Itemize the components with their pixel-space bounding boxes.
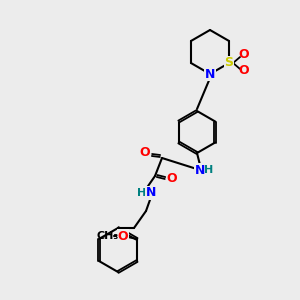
Text: H: H: [204, 165, 214, 175]
Text: H: H: [137, 188, 147, 198]
Text: N: N: [205, 68, 215, 80]
Text: O: O: [118, 230, 128, 242]
Text: N: N: [205, 68, 215, 80]
Text: N: N: [195, 164, 205, 176]
Text: O: O: [167, 172, 177, 184]
Text: O: O: [140, 146, 150, 160]
Text: O: O: [239, 64, 249, 77]
Text: N: N: [146, 187, 156, 200]
Text: O: O: [239, 49, 249, 62]
Text: S: S: [225, 56, 234, 70]
Text: CH₃: CH₃: [97, 231, 119, 241]
